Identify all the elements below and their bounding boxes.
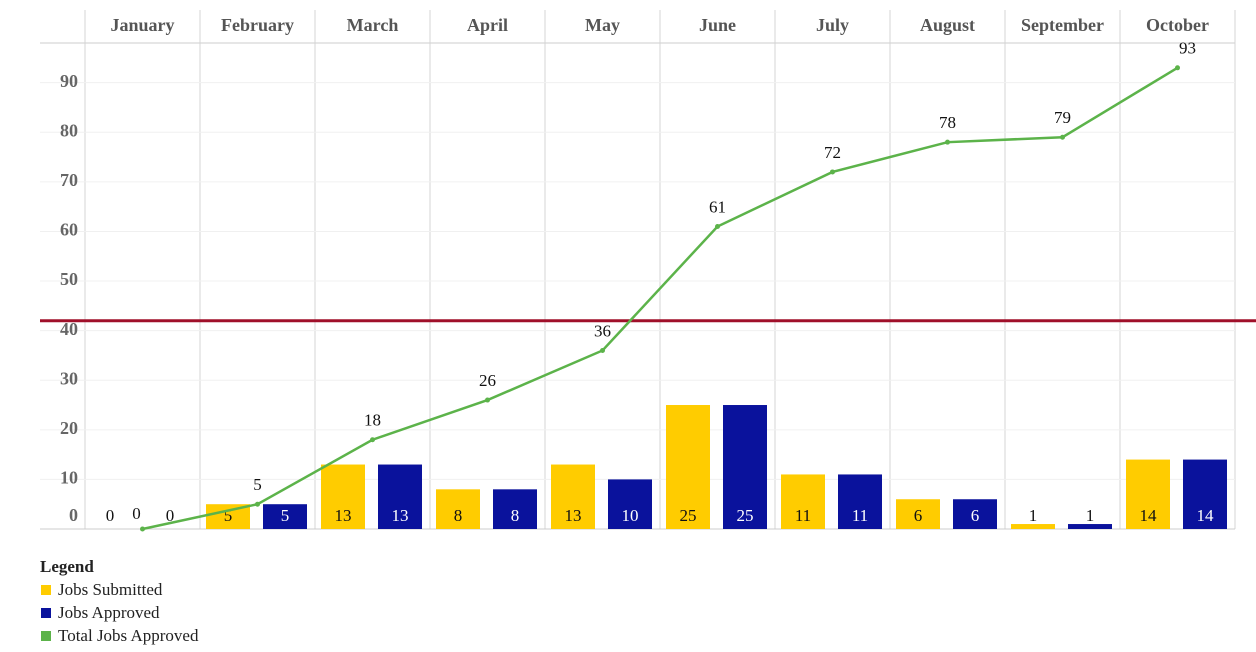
legend-label: Total Jobs Approved — [58, 626, 199, 645]
line-label: 72 — [824, 143, 841, 162]
month-label: May — [585, 15, 620, 35]
bar-label: 13 — [335, 506, 352, 525]
bar-label: 0 — [106, 506, 115, 525]
legend-swatch — [41, 631, 51, 641]
line-point — [255, 501, 260, 507]
legend-swatch — [41, 585, 51, 595]
line-label: 0 — [132, 504, 141, 523]
line-point — [830, 169, 835, 175]
month-label: June — [699, 15, 736, 35]
legend-title: Legend — [40, 557, 94, 576]
line-point — [945, 139, 950, 145]
bar — [1068, 524, 1112, 529]
month-label: August — [920, 15, 975, 35]
bar — [263, 504, 307, 529]
y-tick-label: 80 — [60, 120, 78, 140]
y-tick-label: 20 — [60, 418, 78, 438]
bar-label: 13 — [565, 506, 582, 525]
bar-label: 8 — [454, 506, 463, 525]
y-tick-label: 70 — [60, 170, 78, 190]
line-point — [600, 347, 605, 353]
bar-label: 25 — [680, 506, 697, 525]
bar — [953, 499, 997, 529]
bar-label: 10 — [622, 506, 639, 525]
bar — [1011, 524, 1055, 529]
legend-label: Jobs Submitted — [58, 580, 163, 599]
bar-label: 11 — [852, 506, 868, 525]
line-label: 79 — [1054, 108, 1071, 127]
y-tick-label: 60 — [60, 220, 78, 240]
month-label: March — [347, 15, 399, 35]
bar-label: 25 — [737, 506, 754, 525]
month-label: July — [816, 15, 849, 35]
bar — [1126, 459, 1170, 529]
bar — [551, 464, 595, 529]
line — [142, 66, 1179, 531]
line-label: 26 — [479, 371, 496, 390]
bar — [781, 474, 825, 529]
bar-label: 5 — [281, 506, 290, 525]
bar — [378, 464, 422, 529]
bar — [838, 474, 882, 529]
line-point — [140, 526, 145, 532]
month-label: October — [1146, 15, 1209, 35]
line-label: 93 — [1179, 39, 1196, 58]
bar — [1183, 459, 1227, 529]
bar-label: 5 — [224, 506, 233, 525]
y-tick-label: 40 — [60, 319, 78, 339]
bar — [321, 464, 365, 529]
y-tick-label: 10 — [60, 468, 78, 488]
bar — [436, 489, 480, 529]
bar-label: 11 — [795, 506, 811, 525]
bar-label: 6 — [914, 506, 923, 525]
month-label: September — [1021, 15, 1104, 35]
bar-label: 0 — [166, 506, 175, 525]
y-tick-label: 50 — [60, 269, 78, 289]
bar-label: 8 — [511, 506, 520, 525]
line-point — [1060, 134, 1065, 140]
bar-label: 1 — [1029, 506, 1038, 525]
line-point — [485, 397, 490, 403]
line-label: 36 — [594, 321, 611, 340]
bar — [896, 499, 940, 529]
line-label: 5 — [253, 475, 262, 494]
bar — [608, 479, 652, 529]
legend-swatch — [41, 608, 51, 618]
bar-label: 13 — [392, 506, 409, 525]
month-label: February — [221, 15, 294, 35]
month-label: January — [110, 15, 174, 35]
line-label: 61 — [709, 197, 726, 216]
bar — [723, 405, 767, 529]
bar-label: 1 — [1086, 506, 1095, 525]
line-label: 78 — [939, 113, 956, 132]
bar-label: 6 — [971, 506, 980, 525]
bar-label: 14 — [1197, 506, 1215, 525]
bar — [666, 405, 710, 529]
bar — [493, 489, 537, 529]
month-label: April — [467, 15, 508, 35]
bar-label: 14 — [1140, 506, 1158, 525]
legend-label: Jobs Approved — [58, 603, 160, 622]
line-point — [370, 437, 375, 443]
y-tick-label: 0 — [69, 505, 78, 525]
line-point — [715, 223, 720, 229]
line-point — [1175, 65, 1180, 71]
y-tick-label: 30 — [60, 368, 78, 388]
line-label: 18 — [364, 411, 381, 430]
y-tick-label: 90 — [60, 71, 78, 91]
